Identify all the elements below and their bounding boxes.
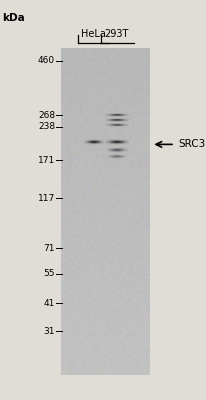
Text: SRC3: SRC3 <box>178 139 205 149</box>
Text: 460: 460 <box>38 56 55 65</box>
Text: 293T: 293T <box>104 28 128 38</box>
Text: 117: 117 <box>38 194 55 203</box>
Text: 238: 238 <box>38 122 55 132</box>
Text: 268: 268 <box>38 110 55 120</box>
Text: 55: 55 <box>43 270 55 278</box>
Text: 41: 41 <box>44 299 55 308</box>
Text: HeLa: HeLa <box>81 28 105 38</box>
Text: 31: 31 <box>43 327 55 336</box>
Text: kDa: kDa <box>2 13 25 23</box>
Text: 71: 71 <box>43 244 55 253</box>
Text: 171: 171 <box>38 156 55 165</box>
